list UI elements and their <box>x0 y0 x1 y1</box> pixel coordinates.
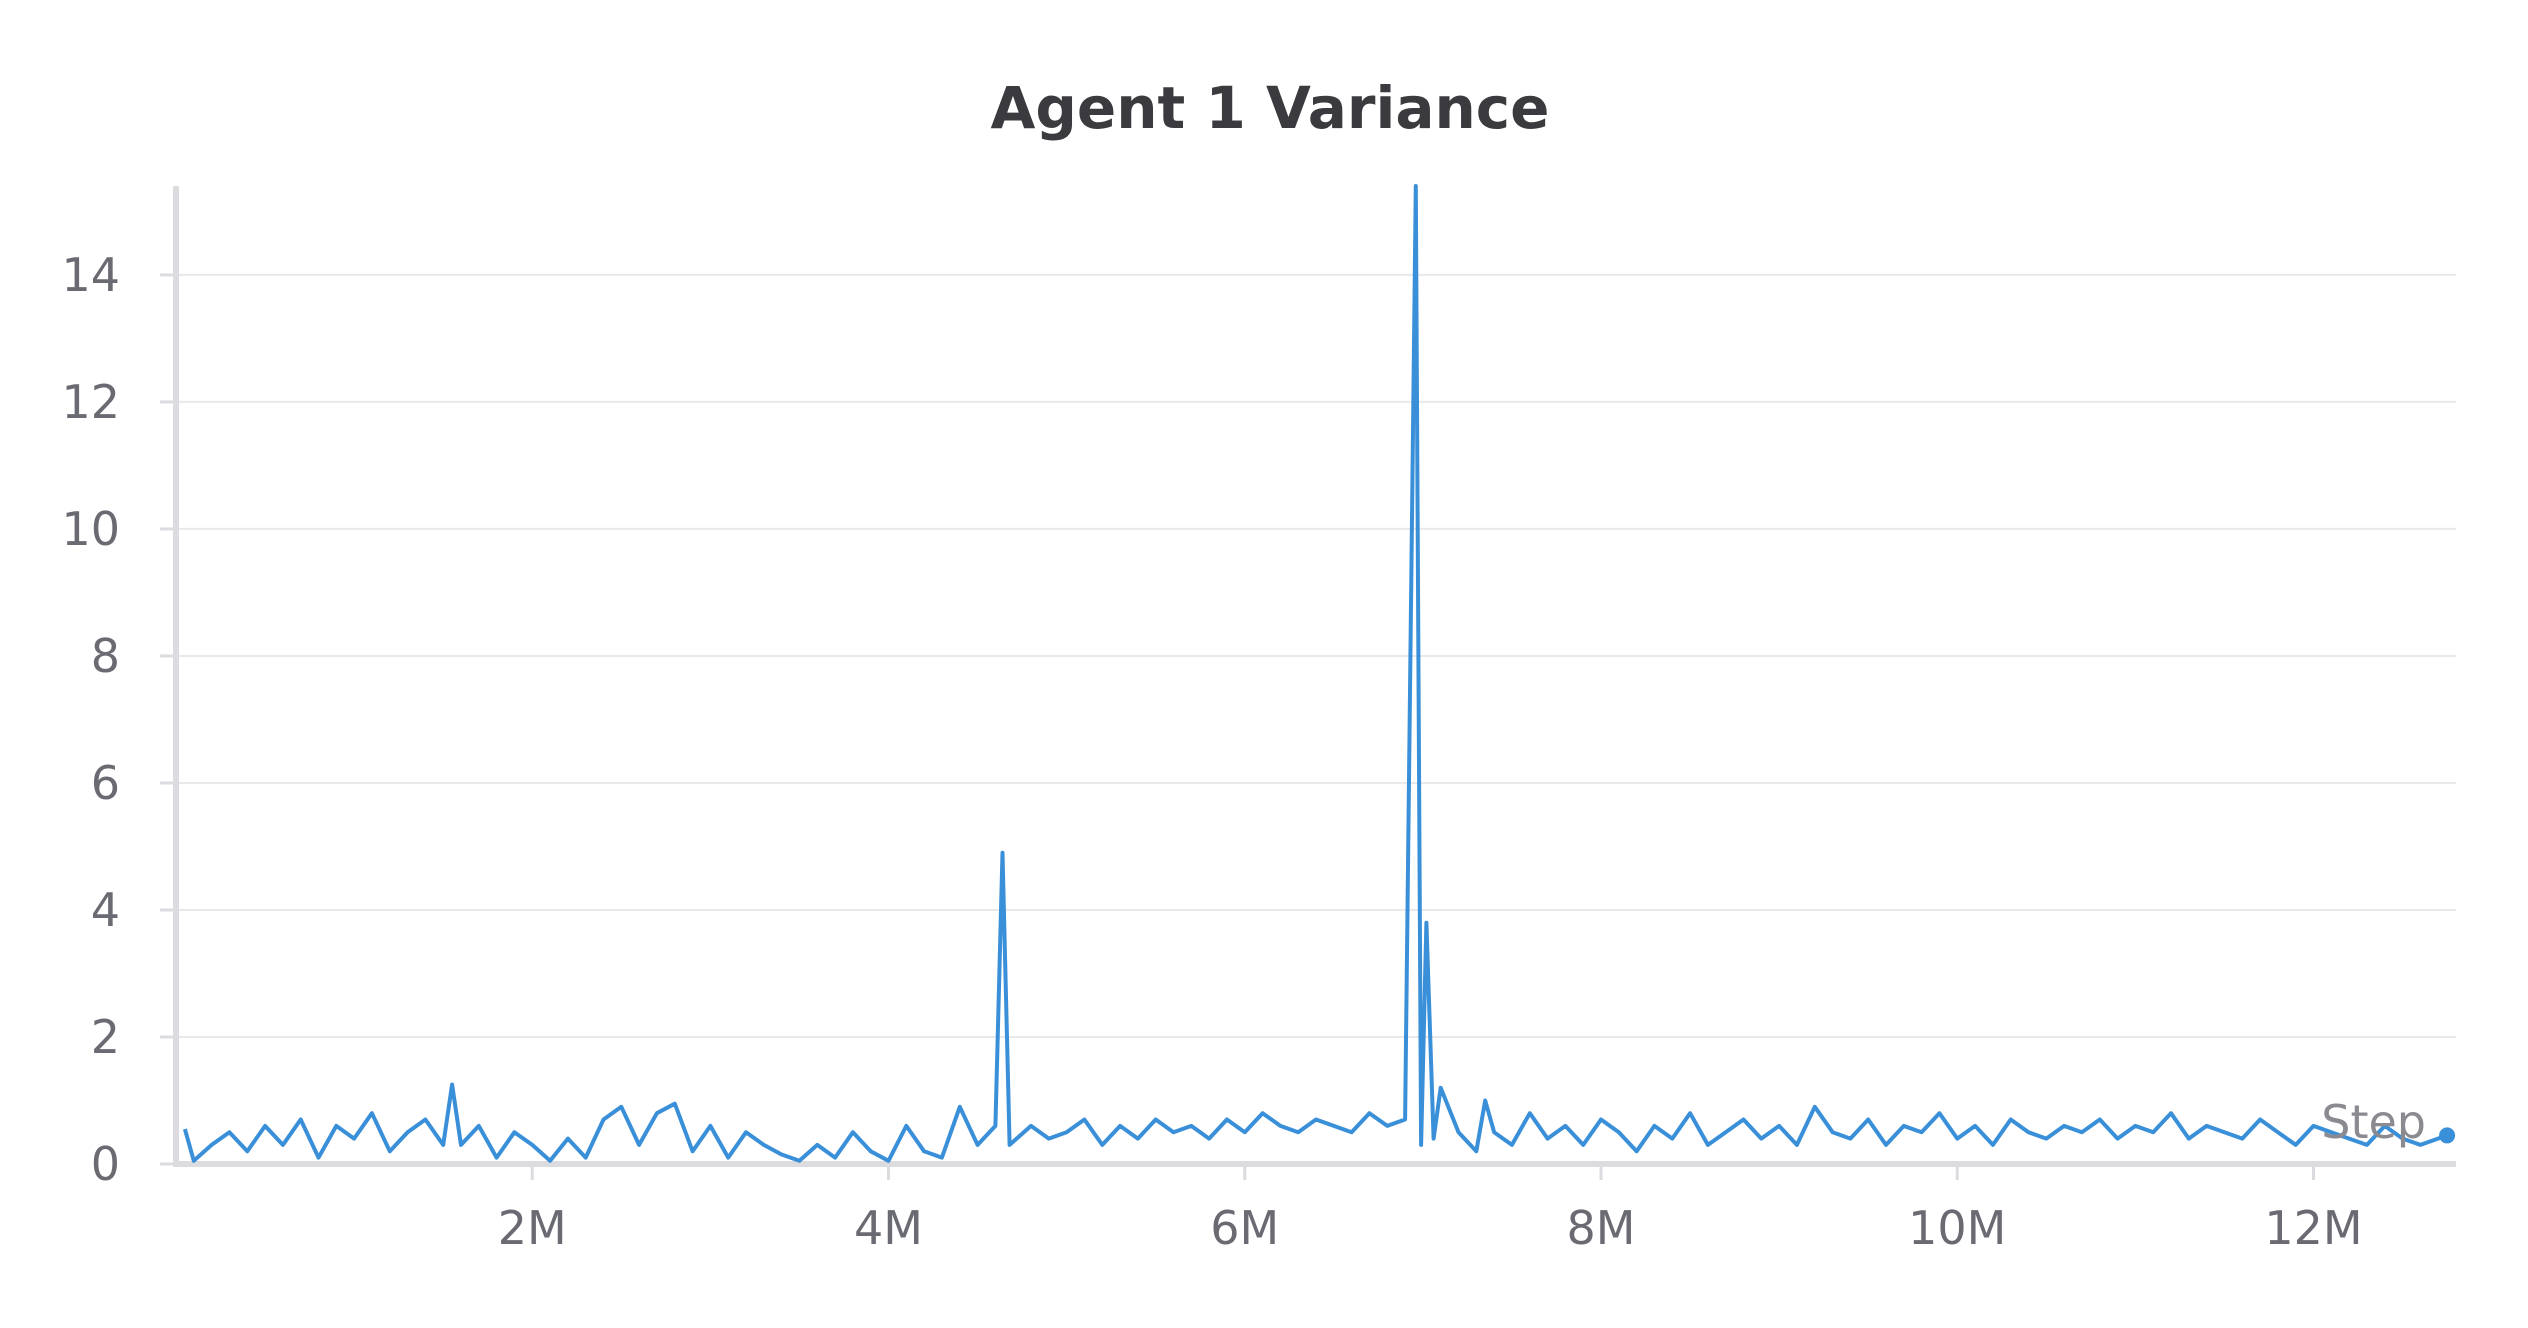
y-tick-label: 10 <box>61 502 120 556</box>
y-tick-label: 12 <box>61 375 120 429</box>
data-point <box>2439 1127 2456 1144</box>
x-tick-label: 2M <box>498 1201 567 1255</box>
y-tick-label: 4 <box>91 883 120 937</box>
x-tick-label: 10M <box>1908 1201 2006 1255</box>
x-tick-label: 6M <box>1210 1201 1279 1255</box>
x-tick-label: 8M <box>1567 1201 1636 1255</box>
x-tick-label: 4M <box>854 1201 923 1255</box>
series-line <box>182 184 2448 1163</box>
y-tick-label: 0 <box>91 1137 120 1191</box>
y-axis-ticks: 0 2 4 6 8 10 12 14 <box>61 248 176 1191</box>
x-axis-ticks: 2M 4M 6M 8M 10M 12M <box>498 1164 2363 1255</box>
y-tick-label: 14 <box>61 248 120 302</box>
chart-title: Agent 1 Variance <box>991 74 1550 142</box>
x-axis-label: Step <box>2321 1095 2426 1149</box>
y-tick-label: 2 <box>91 1010 120 1064</box>
series-layer <box>182 184 2456 1163</box>
grid-lines <box>176 273 2456 1038</box>
y-tick-label: 6 <box>91 756 120 810</box>
x-tick-label: 12M <box>2264 1201 2362 1255</box>
y-tick-label: 8 <box>91 629 120 683</box>
